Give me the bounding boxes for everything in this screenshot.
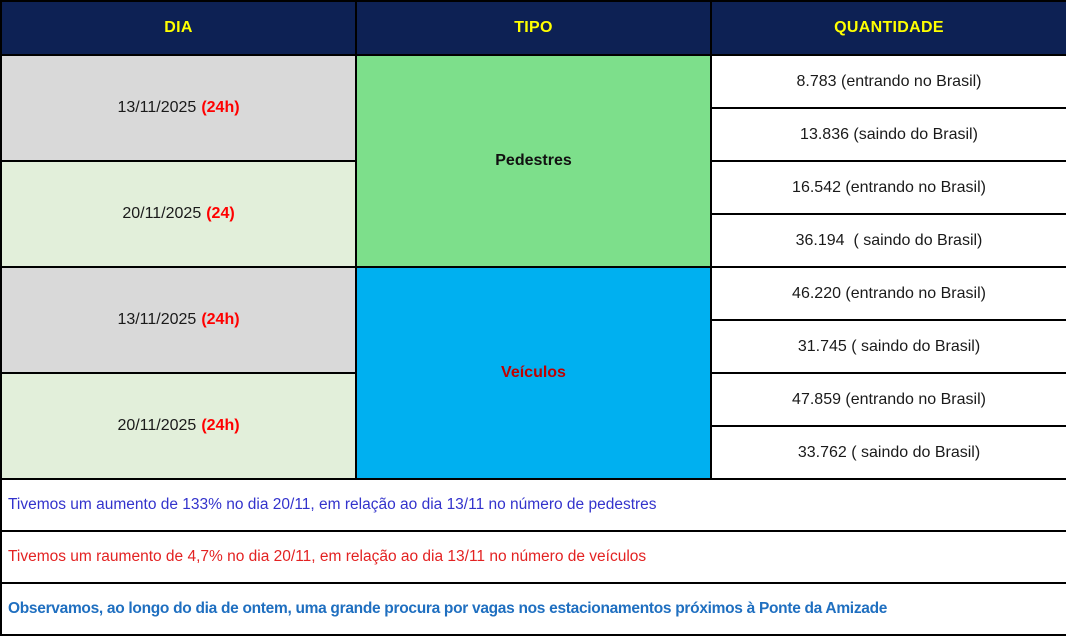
table-row: 13/11/2025 (24h) Veículos 46.220 (entrand… <box>0 266 1066 480</box>
note-vehicles-increase: Tivemos um raumento de 4,7% no dia 20/11… <box>0 530 1066 584</box>
day-duration: (24) <box>206 205 235 222</box>
table-row: 33.762 ( saindo do Brasil) <box>1 425 1066 480</box>
note-parking-observation: Observamos, ao longo do dia de ontem, um… <box>0 582 1066 636</box>
day-date: 20/11/2025 <box>122 205 202 222</box>
table-row: 13/11/2025 (24h) Pedestres 8.783 (entrand… <box>0 54 1066 268</box>
day-duration: (24h) <box>201 99 240 116</box>
quantity-cell: 33.762 ( saindo do Brasil) <box>710 425 1066 480</box>
day-cell-20-11-pedestres: 20/11/2025 (24) <box>0 160 357 268</box>
table-row: 36.194 ( saindo do Brasil) <box>1 213 1066 268</box>
day-date: 13/11/2025 <box>117 99 197 116</box>
column-header-tipo: TIPO <box>355 0 712 56</box>
quantity-cell: 8.783 (entrando no Brasil) <box>710 54 1066 109</box>
table-row: 13.836 (saindo do Brasil) <box>1 107 1066 162</box>
table-row: 20/11/2025 (24h) 47.859 (entrando no Bras… <box>0 372 1066 480</box>
day-duration: (24h) <box>201 417 240 434</box>
header-row: DIA TIPO QUANTIDADE <box>0 0 1066 56</box>
quantity-cell: 36.194 ( saindo do Brasil) <box>710 213 1066 268</box>
table-row: 20/11/2025 (24) 16.542 (entrando no Brasi… <box>0 160 1066 268</box>
type-cell-pedestres: Pedestres <box>355 54 712 268</box>
column-header-dia: DIA <box>0 0 357 56</box>
quantity-cell: 46.220 (entrando no Brasil) <box>710 266 1066 321</box>
table-row: 31.745 ( saindo do Brasil) <box>1 319 1066 374</box>
note-pedestrians-increase: Tivemos um aumento de 133% no dia 20/11,… <box>0 478 1066 532</box>
day-cell-13-11-pedestres: 13/11/2025 (24h) <box>0 54 357 162</box>
day-date: 13/11/2025 <box>117 311 197 328</box>
day-date: 20/11/2025 <box>117 417 197 434</box>
quantity-cell: 31.745 ( saindo do Brasil) <box>710 319 1066 374</box>
note-row: Tivemos um aumento de 133% no dia 20/11,… <box>0 478 1066 532</box>
note-row: Observamos, ao longo do dia de ontem, um… <box>0 582 1066 636</box>
quantity-cell: 47.859 (entrando no Brasil) <box>710 372 1066 427</box>
column-header-quantidade: QUANTIDADE <box>710 0 1066 56</box>
day-cell-13-11-veiculos: 13/11/2025 (24h) <box>0 266 357 374</box>
note-row: Tivemos um raumento de 4,7% no dia 20/11… <box>0 530 1066 584</box>
day-duration: (24h) <box>201 311 240 328</box>
quantity-cell: 13.836 (saindo do Brasil) <box>710 107 1066 162</box>
quantity-cell: 16.542 (entrando no Brasil) <box>710 160 1066 215</box>
day-cell-20-11-veiculos: 20/11/2025 (24h) <box>0 372 357 480</box>
type-cell-veiculos: Veículos <box>355 266 712 480</box>
